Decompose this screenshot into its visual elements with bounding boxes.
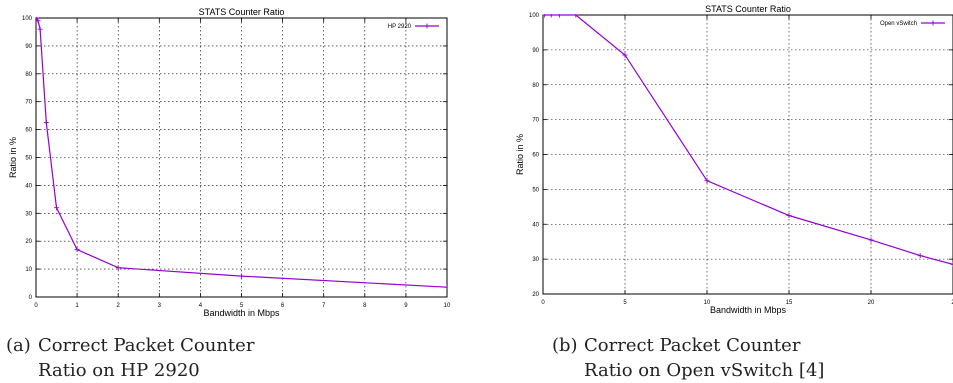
caption-a-line2: Ratio on HP 2920 [38,360,200,381]
chart-b-xtick-label: 5 [623,300,627,306]
chart-b-xlabel: Bandwidth in Mbps [710,305,787,315]
chart-b-ytick-label: 80 [532,83,539,89]
chart-a-xtick-label: 10 [444,303,451,309]
chart-a-xtick-label: 5 [240,303,244,309]
chart-a-plot-frame [35,17,448,298]
chart-a-data-point [36,18,41,24]
chart-a-ytick-label: 20 [25,239,32,245]
chart-b-series-group [543,14,953,267]
chart-b-ytick-label: 100 [529,13,540,19]
chart-a-series-group [36,17,447,290]
chart-b-data-point [622,52,628,58]
caption-b-line2: Ratio on Open vSwitch [4] [584,360,825,381]
chart-a-ytick-label: 90 [25,44,32,50]
chart-b-xtick-label: 10 [704,300,711,306]
caption-b-label: (b) [552,335,578,356]
chart-b-xtick-label: 15 [786,300,793,306]
chart-a-legend-marker [424,23,430,29]
chart-a-xtick-label: 8 [363,303,367,309]
chart-a-xtick-label: 3 [158,303,162,309]
chart-a-ytick-label: 0 [29,295,33,301]
chart-a-ytick-label: 30 [25,211,32,217]
chart-b-ytick-label: 50 [532,187,539,193]
chart-b-xtick-label: 20 [868,300,875,306]
chart-b-legend-label: Open vSwitch [880,21,917,27]
chart-b-data-point [556,14,562,18]
chart-b-title: STATS Counter Ratio [705,4,791,14]
caption-a-line1: Correct Packet Counter [38,335,255,356]
chart-a-data-point [115,265,121,271]
caption-a: (a) Correct Packet Counter Ratio on HP 29… [6,333,254,383]
chart-panel-a: STATS Counter Ratio 0 10 20 30 40 50 60 70 80 90 10… [0,0,470,383]
chart-b-ytick-label: 70 [532,118,539,124]
chart-a-ytick-label: 60 [25,128,32,134]
chart-b-data-point [573,14,579,18]
chart-a-xtick-label: 6 [281,303,285,309]
chart-a-ylabel: Ratio in % [8,137,18,178]
chart-a-xtick-label: 4 [199,303,203,309]
chart-b-xtick-label: 0 [541,300,545,306]
chart-b-ytick-label: 40 [532,222,539,228]
chart-b-ytick-label: 90 [532,48,539,54]
chart-a-data-point [54,205,60,211]
chart-a-ytick-label: 40 [25,183,32,189]
chart-panel-b: STATS Counter Ratio 20 30 40 50 60 70 80 90 100 0 5… [476,0,953,383]
chart-b-data-point [543,14,548,18]
caption-b-line1: Correct Packet Counter [584,335,801,356]
chart-a-data-point [43,120,49,126]
chart-b-ytick-label: 30 [532,257,539,263]
chart-a-data-point [74,247,80,253]
chart-a-xtick-label: 0 [34,303,38,309]
chart-a-xtick-label: 7 [322,303,326,309]
chart-b-data-point [548,14,554,18]
chart-a-xtick-label: 9 [404,303,408,309]
chart-a-data-point [37,26,43,32]
chart-b-data-point [917,253,923,259]
chart-a-ytick-label: 50 [25,156,32,162]
chart-b-xtick-label: 2 [951,300,953,306]
chart-b: STATS Counter Ratio 20 30 40 50 60 70 80 90 100 0 5… [515,4,953,315]
chart-a-title: STATS Counter Ratio [199,7,285,17]
chart-a-xlabel: Bandwidth in Mbps [203,308,280,318]
chart-a-data-point [36,17,39,21]
chart-b-series-line [544,14,953,265]
chart-a-ytick-label: 100 [22,16,33,22]
chart-b-data-point [868,237,874,243]
chart-a-ytick-label: 70 [25,100,32,106]
chart-b-data-point [950,261,953,267]
chart-b-data-point [704,178,710,184]
caption-a-label: (a) [6,335,31,356]
chart-b-plot-frame [542,14,953,295]
chart-a: STATS Counter Ratio010203040506070809010… [8,7,451,318]
chart-b-ytick-label: 60 [532,153,539,159]
chart-a-xtick-label: 1 [75,303,79,309]
chart-a-ytick-label: 10 [25,267,32,273]
chart-a-xtick-label: 2 [117,303,121,309]
chart-a-data-point [444,284,447,290]
chart-b-ylabel: Ratio in % [515,134,525,175]
chart-a-ytick-label: 80 [25,72,32,78]
caption-b: (b) Correct Packet Counter Ratio on Open … [552,333,824,383]
chart-a-data-point [239,273,244,279]
chart-a-legend-label: HP 2920 [388,24,412,30]
chart-b-ytick-label: 20 [532,292,539,298]
chart-b-data-point [786,213,792,219]
chart-b-legend-marker [930,20,936,26]
